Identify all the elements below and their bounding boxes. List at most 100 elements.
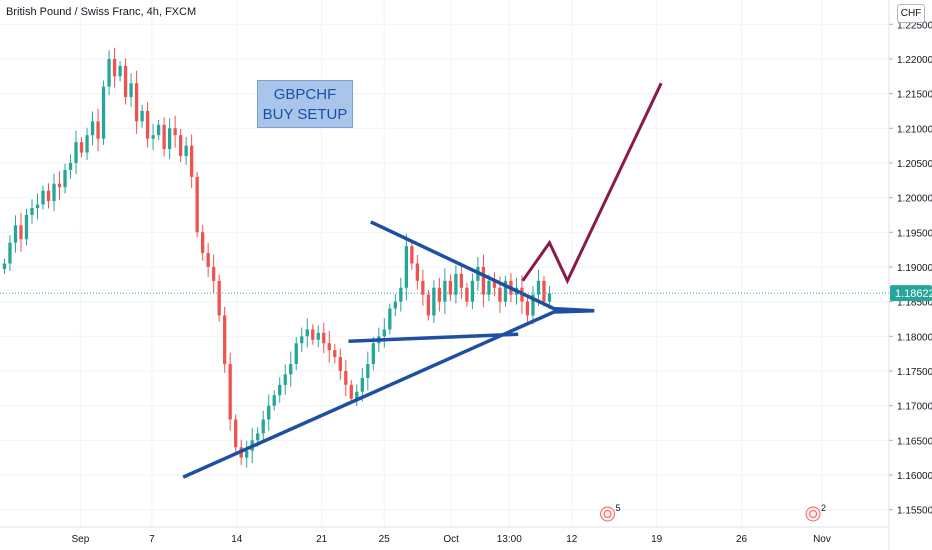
candle-body (134, 83, 139, 122)
candle-body (52, 183, 56, 202)
candle-body (178, 135, 183, 157)
y-tick-label: 1.18000 (897, 332, 932, 343)
candle-body (421, 280, 425, 295)
candle-body (245, 450, 249, 458)
setup-line-2: BUY SETUP (262, 106, 348, 123)
currency-button[interactable]: CHF (897, 4, 925, 23)
y-tick-label: 1.21000 (897, 124, 932, 135)
x-tick-label: 26 (736, 534, 748, 545)
calendar-event-icon[interactable]: 2 (805, 503, 826, 522)
support-trendline-lower (182, 308, 595, 479)
candle-body (145, 110, 150, 139)
candle-body (454, 273, 458, 295)
event-count: 5 (616, 503, 621, 513)
y-tick-label: 1.22000 (897, 55, 932, 66)
candle-body (503, 280, 508, 302)
time-axis[interactable]: Sep 7 14 21 25 Oct 13:00 12 19 26 Nov (72, 534, 831, 545)
candle-body (338, 357, 342, 371)
candle-body (74, 142, 78, 163)
y-tick-label: 1.15500 (897, 506, 932, 517)
x-tick-label: 13:00 (497, 534, 522, 545)
candle-body (410, 246, 414, 264)
candle-body (195, 176, 199, 233)
y-tick-label: 1.17000 (897, 402, 932, 413)
candle-body (46, 190, 51, 202)
candle-body (278, 384, 282, 396)
candle-body (283, 374, 287, 385)
candle-body (112, 58, 117, 77)
candle-body (294, 343, 298, 365)
candle-body (217, 280, 221, 316)
candle-body (465, 287, 469, 302)
candle-body (123, 65, 128, 98)
x-tick-label: 21 (316, 534, 328, 545)
x-tick-label: 19 (651, 534, 663, 545)
candle-body (212, 266, 216, 281)
event-count: 2 (821, 503, 826, 513)
trendline-drawings (182, 82, 663, 479)
candle-body (492, 280, 497, 288)
candle-body (349, 384, 353, 399)
x-tick-label: Sep (72, 534, 90, 545)
candle-body (459, 273, 464, 288)
candle-body (426, 294, 431, 316)
projection-path (521, 82, 663, 285)
candle-body (267, 405, 271, 420)
candle-body (327, 343, 331, 351)
y-tick-label: 1.18500 (897, 298, 932, 309)
candle-body (156, 124, 161, 136)
candle-body (393, 301, 397, 309)
candle-body (305, 329, 309, 337)
candle-body (289, 364, 293, 375)
candle-body (371, 343, 375, 365)
candle-body (85, 135, 89, 153)
candle-body (228, 364, 232, 420)
candle-body (366, 364, 370, 378)
candle-body (272, 395, 276, 406)
candle-body (68, 162, 73, 170)
candle-body (24, 214, 29, 240)
symbol-title: British Pound / Swiss Franc, 4h, FXCM (6, 6, 197, 18)
setup-annotation[interactable]: GBPCHF BUY SETUP (257, 80, 353, 128)
candle-body (162, 124, 166, 150)
candle-body (223, 315, 227, 365)
candle-body (360, 377, 364, 392)
candle-body (404, 246, 408, 288)
candle-body (35, 204, 40, 209)
candle-body (470, 280, 475, 302)
y-tick-label: 1.21500 (897, 90, 932, 101)
candle-body (487, 280, 491, 295)
candle-body (63, 169, 67, 188)
candle-body (90, 121, 95, 136)
candle-body (388, 308, 392, 330)
candle-body (96, 121, 100, 139)
candle-body (311, 329, 315, 340)
y-tick-label: 1.19000 (897, 263, 932, 274)
candle-body (79, 142, 84, 153)
candle-body (415, 263, 420, 281)
calendar-event-icon[interactable]: 5 (600, 503, 621, 522)
candle-body (151, 135, 155, 139)
chart-grid (0, 0, 889, 527)
y-tick-label: 1.20000 (897, 194, 932, 205)
candle-body (19, 225, 23, 240)
event-circle (805, 506, 821, 522)
last-price-text: 1.18622 (895, 288, 932, 300)
candle-body (189, 145, 194, 177)
candle-body (344, 370, 348, 385)
candle-body (531, 294, 535, 316)
candle-body (536, 280, 541, 295)
x-tick-label: 7 (149, 534, 155, 545)
candle-body (547, 293, 552, 302)
price-axis[interactable]: 1.15500 1.16000 1.16500 1.17000 1.17500 1.180… (889, 20, 932, 517)
last-price-label: 1.18622 (890, 285, 932, 302)
y-tick-label: 1.16000 (897, 471, 932, 482)
event-inner-circle (809, 510, 818, 518)
candle-body (525, 301, 530, 316)
candle-body (13, 225, 18, 243)
candle-body (443, 280, 447, 302)
candle-body (234, 419, 238, 448)
candle-body (448, 280, 453, 295)
